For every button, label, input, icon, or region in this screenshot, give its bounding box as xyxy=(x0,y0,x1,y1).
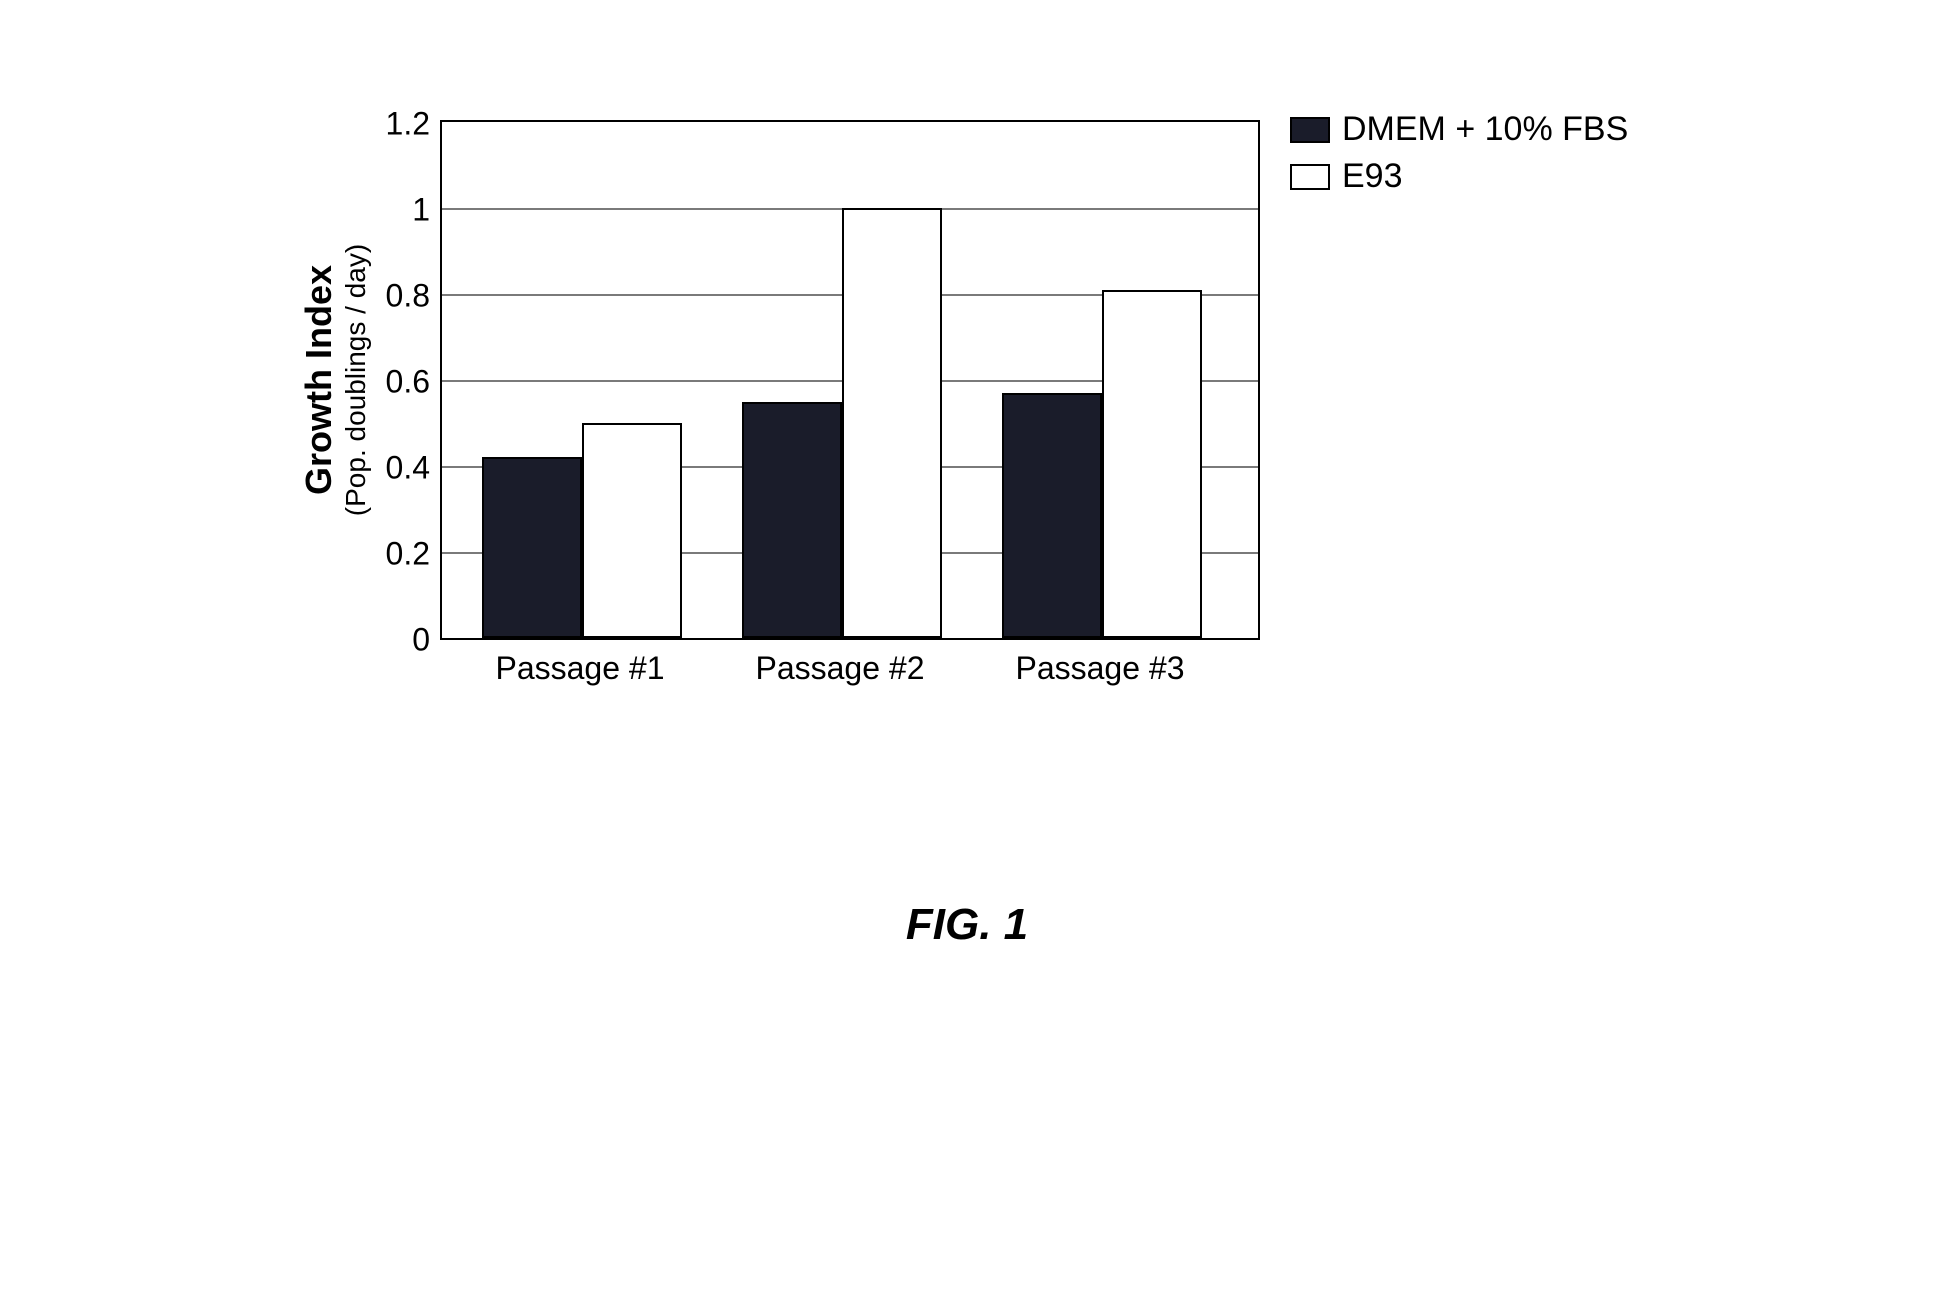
y-axis-title-sub: (Pop. doublings / day) xyxy=(340,244,372,516)
legend: DMEM + 10% FBS E93 xyxy=(1290,110,1628,196)
y-tick-label: 0.4 xyxy=(370,450,430,487)
bar xyxy=(842,208,942,638)
y-axis-title-main: Growth Index xyxy=(298,244,340,516)
legend-swatch xyxy=(1290,164,1330,190)
x-tick-label: Passage #3 xyxy=(1015,650,1184,687)
legend-item: DMEM + 10% FBS xyxy=(1290,110,1628,149)
y-axis-ticks: 00.20.40.60.811.2 xyxy=(370,120,440,640)
y-tick-label: 0.2 xyxy=(370,536,430,573)
bar xyxy=(1002,393,1102,638)
legend-swatch xyxy=(1290,117,1330,143)
figure-caption: FIG. 1 xyxy=(0,900,1934,950)
y-tick-label: 0.8 xyxy=(370,278,430,315)
legend-label: E93 xyxy=(1342,157,1403,196)
y-tick-label: 1.2 xyxy=(370,106,430,143)
legend-label: DMEM + 10% FBS xyxy=(1342,110,1628,149)
bar xyxy=(582,423,682,638)
y-axis-title: Growth Index (Pop. doublings / day) xyxy=(298,244,372,516)
plot-area xyxy=(440,120,1260,640)
bar-chart: Growth Index (Pop. doublings / day) 00.2… xyxy=(300,120,1628,640)
y-tick-label: 0.6 xyxy=(370,364,430,401)
y-tick-label: 0 xyxy=(370,622,430,659)
bar xyxy=(1102,290,1202,638)
bar xyxy=(742,402,842,639)
page: Growth Index (Pop. doublings / day) 0 0.2… xyxy=(0,0,1934,1301)
legend-item: E93 xyxy=(1290,157,1628,196)
plot-container: Passage #1Passage #2Passage #3 xyxy=(440,120,1260,640)
y-tick-label: 1 xyxy=(370,192,430,229)
x-tick-label: Passage #2 xyxy=(755,650,924,687)
y-axis-title-container: Growth Index (Pop. doublings / day) xyxy=(300,120,370,640)
x-tick-label: Passage #1 xyxy=(495,650,664,687)
bar xyxy=(482,457,582,638)
